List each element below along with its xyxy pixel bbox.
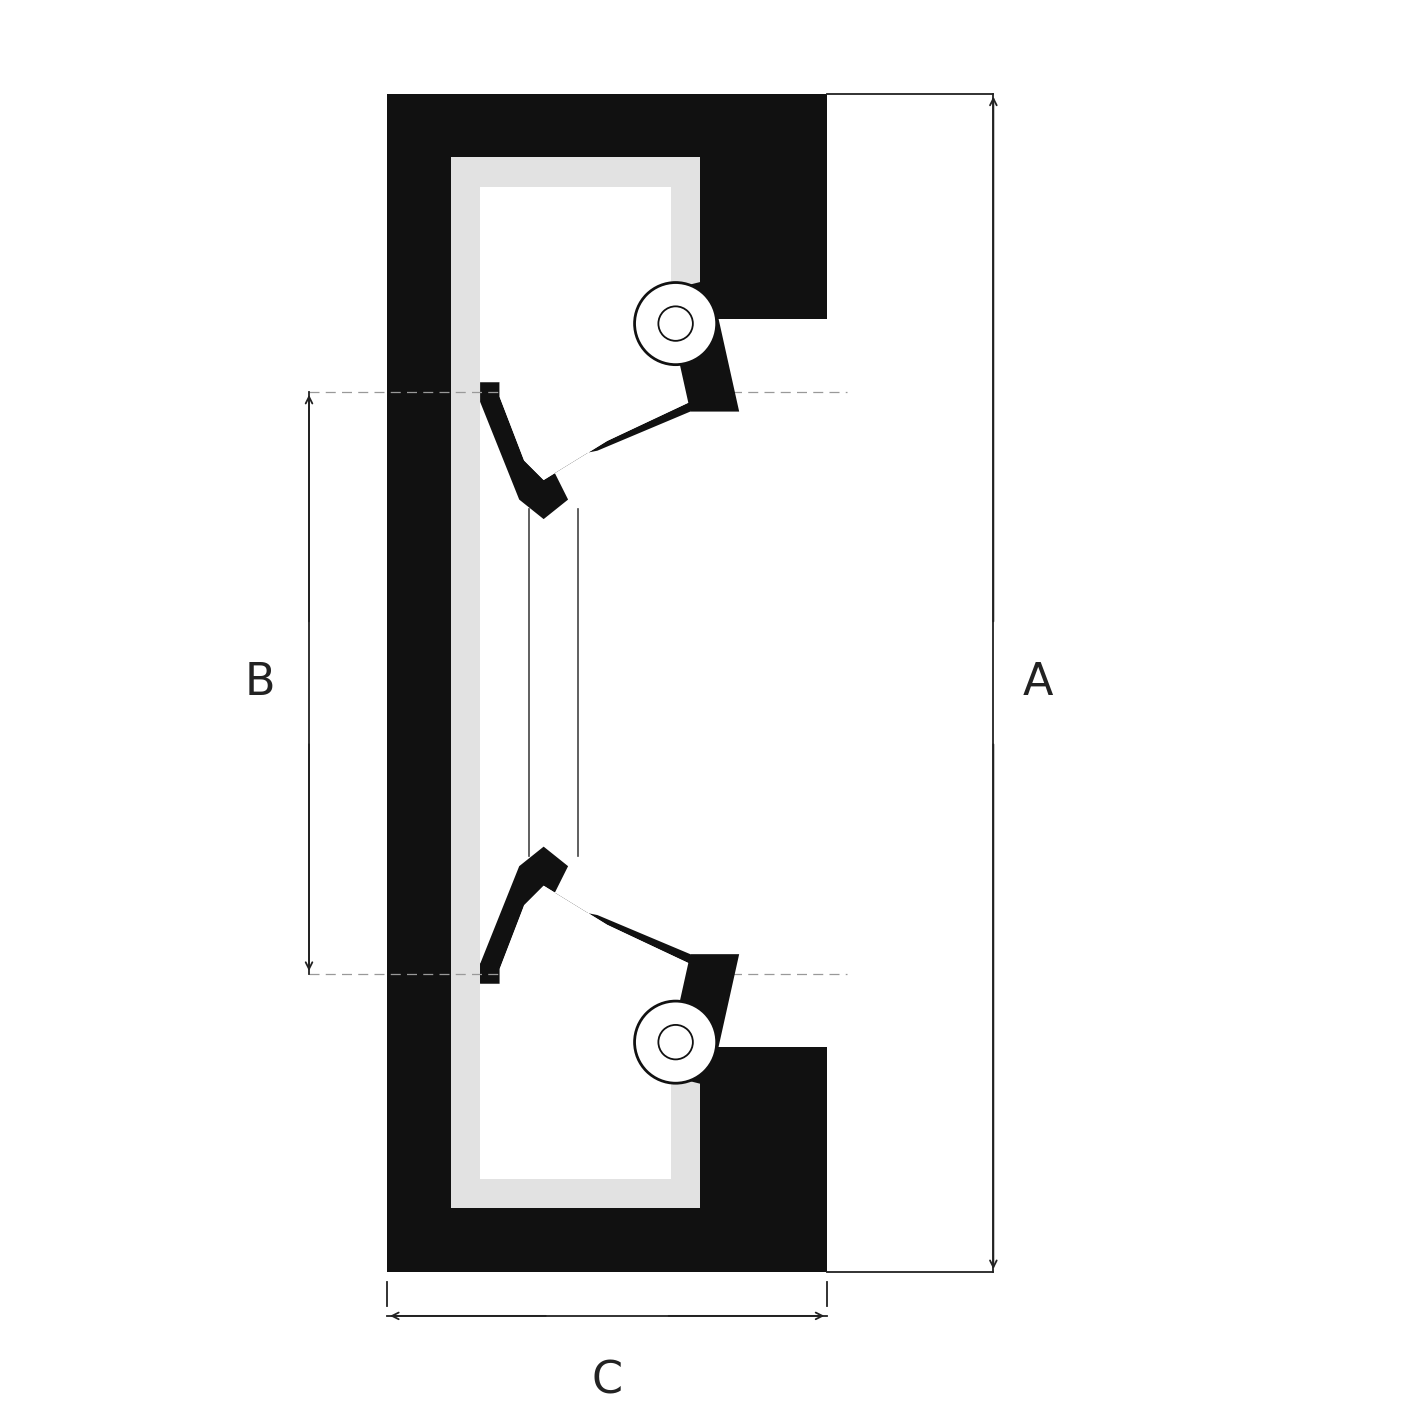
- Polygon shape: [387, 1208, 827, 1272]
- Circle shape: [634, 283, 717, 364]
- Polygon shape: [387, 157, 451, 382]
- Circle shape: [658, 1025, 693, 1059]
- Polygon shape: [671, 187, 700, 319]
- Polygon shape: [387, 382, 451, 984]
- Polygon shape: [671, 1047, 700, 1180]
- Polygon shape: [681, 323, 700, 363]
- Polygon shape: [499, 886, 690, 984]
- Polygon shape: [700, 157, 827, 319]
- Circle shape: [634, 1001, 717, 1083]
- Polygon shape: [387, 984, 451, 1208]
- Polygon shape: [479, 846, 710, 1087]
- Polygon shape: [681, 1002, 700, 1042]
- Polygon shape: [451, 382, 479, 984]
- Polygon shape: [451, 984, 479, 1180]
- Circle shape: [658, 307, 693, 340]
- Polygon shape: [499, 382, 690, 479]
- Polygon shape: [451, 187, 479, 382]
- Text: B: B: [245, 661, 274, 704]
- Text: A: A: [1022, 661, 1053, 704]
- Polygon shape: [671, 955, 740, 1087]
- Polygon shape: [671, 280, 740, 412]
- Polygon shape: [451, 157, 700, 187]
- Text: C: C: [592, 1360, 623, 1403]
- Polygon shape: [700, 1047, 827, 1208]
- Polygon shape: [387, 94, 827, 157]
- Polygon shape: [451, 1180, 700, 1208]
- Polygon shape: [479, 280, 710, 519]
- Polygon shape: [479, 886, 710, 1087]
